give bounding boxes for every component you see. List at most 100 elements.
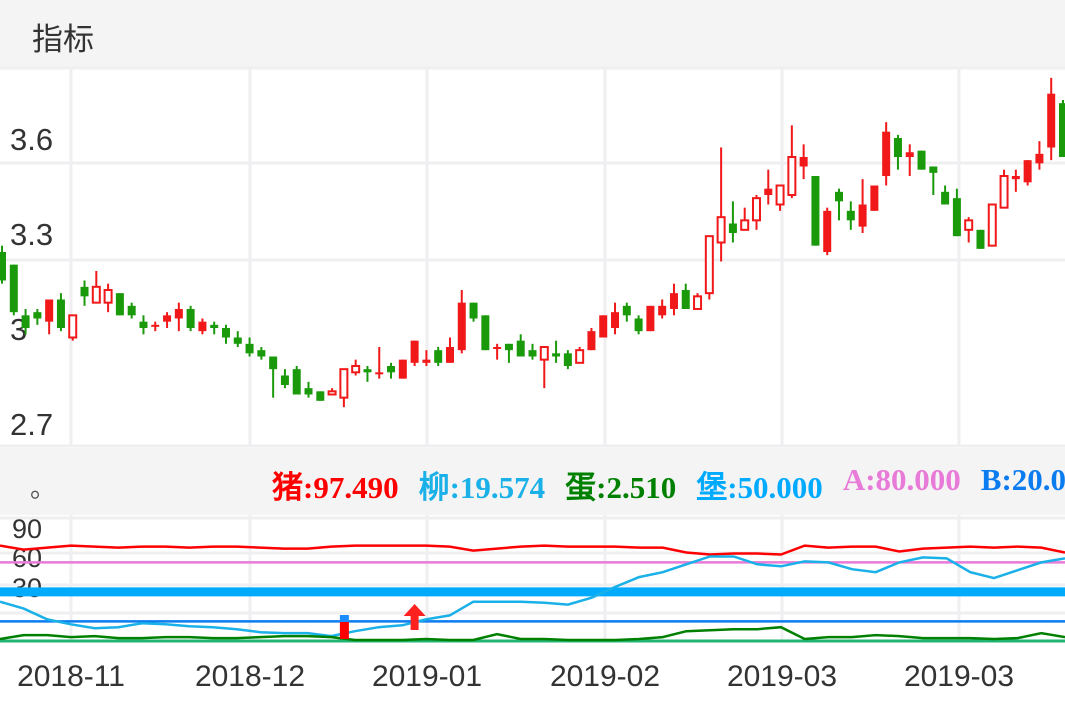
candle-body (976, 229, 985, 249)
candle (964, 217, 974, 243)
candle-body (929, 166, 938, 173)
candle (728, 201, 737, 243)
candle-body (787, 155, 797, 196)
candle (1047, 77, 1056, 161)
candle (646, 305, 655, 332)
candle (493, 343, 502, 360)
candle-body (858, 204, 867, 227)
candle (304, 381, 313, 398)
candle (563, 350, 572, 370)
candle-body (280, 375, 289, 385)
indicator-series-liu (0, 555, 1065, 638)
candle-body (599, 315, 608, 338)
candle-body (811, 175, 820, 246)
indicator-title: 指标 (32, 22, 94, 57)
candle (905, 144, 914, 176)
candle (882, 122, 891, 186)
candle-body (1035, 153, 1044, 164)
candle (280, 369, 289, 389)
candle-body (1047, 93, 1056, 148)
candle (422, 350, 431, 366)
candle-body (952, 198, 961, 237)
candle-body (292, 369, 301, 395)
candle (198, 318, 207, 335)
candle-body (45, 299, 54, 322)
candle (481, 315, 490, 351)
y-axis-tick-label: 3.3 (10, 217, 53, 252)
candle (552, 340, 561, 363)
candle-body (80, 286, 89, 297)
candle (858, 179, 867, 233)
candle-body (410, 340, 419, 363)
candle-body (481, 315, 490, 351)
candle-body (552, 353, 561, 357)
candle (387, 362, 396, 379)
candle-body (151, 324, 160, 327)
candle-body (987, 203, 997, 247)
candle (1011, 169, 1020, 192)
candle-body (1023, 160, 1032, 183)
candle (716, 147, 726, 262)
indicator-y-tick-label: 90 (12, 514, 42, 544)
candle (1059, 100, 1065, 157)
candle (870, 185, 879, 211)
candle (21, 308, 30, 335)
candle-body (434, 350, 443, 363)
candle-body (835, 191, 844, 202)
candle-body (316, 391, 325, 401)
candle-body (363, 369, 372, 373)
candle (835, 188, 844, 221)
y-axis-tick-label: 3.6 (10, 122, 53, 157)
candle-body (457, 302, 466, 351)
candle-body (775, 184, 785, 206)
candle-body (870, 185, 879, 211)
legend-item-zhu: 猪:97.490 (272, 470, 399, 505)
candle (9, 264, 18, 316)
candle (151, 321, 160, 332)
candle-body (351, 364, 361, 374)
candle (45, 299, 54, 335)
candle-body (634, 318, 643, 332)
candle (987, 203, 997, 247)
candle-body (799, 156, 808, 167)
signal-bar-bottom (339, 622, 349, 639)
candle-body (681, 289, 690, 309)
candle-body (221, 327, 230, 338)
candle-body (504, 343, 513, 351)
candle-body (210, 324, 219, 328)
candle-body (269, 356, 278, 370)
candle (245, 337, 254, 357)
candle (469, 302, 478, 322)
candle (952, 188, 961, 237)
candle (539, 345, 549, 389)
candle-body (751, 197, 761, 222)
candle-body (33, 312, 42, 319)
candle-body (539, 345, 549, 361)
y-axis-tick-label: 2.7 (10, 407, 53, 442)
candle (327, 388, 337, 396)
candle (292, 365, 301, 395)
candle-body (0, 251, 6, 281)
candle (375, 346, 384, 379)
candle (516, 334, 525, 357)
candle-body (103, 288, 113, 304)
candle-body (9, 264, 18, 313)
candle (103, 283, 113, 313)
candle (611, 302, 620, 335)
legend-item-bao: 堡:50.000 (696, 470, 823, 505)
candle-body (174, 308, 183, 319)
candle (528, 343, 537, 360)
candle-body (198, 321, 207, 332)
candle (787, 125, 797, 199)
candle (1023, 160, 1032, 186)
candle-body (716, 216, 726, 244)
candle-body (56, 299, 65, 328)
candle-body (740, 219, 750, 231)
x-axis-tick-label: 2018-11 (17, 660, 125, 693)
candle-body (245, 343, 254, 354)
candle (658, 299, 667, 319)
candle (999, 169, 1009, 209)
candle-body (669, 293, 678, 309)
up-arrow-icon (403, 604, 426, 630)
